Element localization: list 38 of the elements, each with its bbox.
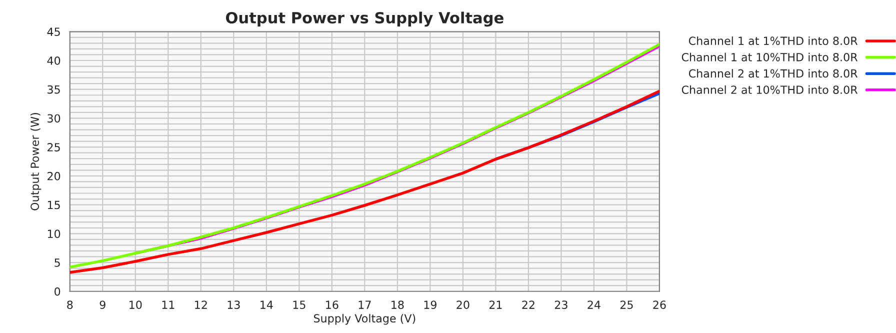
x-tick-label: 8 [67, 300, 73, 310]
x-tick-label: 19 [424, 300, 436, 310]
x-tick-label: 25 [620, 300, 633, 310]
x-tick-label: 23 [554, 300, 568, 310]
y-tick-label: 40 [47, 56, 60, 65]
x-tick-label: 21 [489, 300, 502, 309]
y-tick-label: 5 [54, 258, 60, 267]
x-tick-label: 26 [653, 300, 666, 310]
chart-title: Output Power vs Supply Voltage [226, 12, 504, 27]
x-tick-label: 10 [130, 300, 142, 310]
legend-label: Channel 1 at 1%THD into 8.0R [688, 36, 858, 46]
y-tick-label: 0 [54, 287, 60, 296]
line-series [70, 42, 660, 269]
x-tick-label: 18 [392, 300, 404, 310]
legend-label: Channel 1 at 10%THD into 8.0R [682, 52, 858, 62]
x-tick-label: 14 [260, 300, 273, 309]
y-tick-label: 45 [47, 28, 60, 36]
line-series [70, 90, 660, 274]
x-axis-title: Supply Voltage (V) [314, 314, 416, 325]
x-tick-label: 22 [522, 300, 534, 309]
y-tick-label: 10 [48, 230, 60, 238]
x-tick-label: 17 [358, 300, 371, 309]
y-tick-label: 35 [48, 85, 60, 94]
x-tick-label: 16 [326, 300, 338, 310]
x-tick-label: 15 [293, 300, 306, 310]
x-tick-label: 13 [228, 300, 240, 310]
x-tick-label: 11 [162, 300, 174, 309]
x-tick-label: 24 [588, 300, 600, 309]
x-tick-label: 9 [100, 300, 106, 310]
y-axis-title: Output Power (W) [30, 113, 42, 210]
y-tick-label: 30 [48, 114, 60, 123]
x-tick-label: 20 [456, 300, 470, 310]
y-tick-label: 20 [48, 172, 60, 180]
y-tick-label: 15 [48, 200, 60, 210]
legend-label: Channel 2 at 1%THD into 8.0R [688, 69, 858, 78]
y-tick-label: 25 [48, 143, 60, 152]
legend-label: Channel 2 at 10%THD into 8.0R [682, 85, 858, 94]
x-tick-label: 12 [195, 300, 207, 309]
